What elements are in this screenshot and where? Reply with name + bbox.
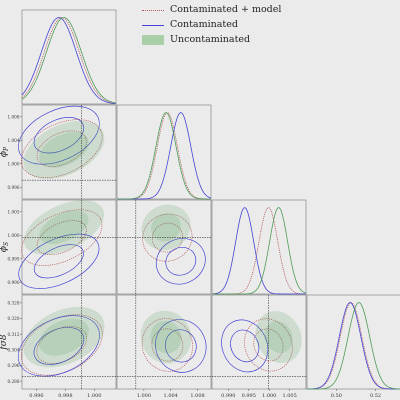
contour-1-alpha-phiP [33,117,84,154]
y-tick-label: 0.312 [8,332,20,337]
contour-1-alpha-phiS [33,244,84,279]
contour-0-phiP-phiS [151,222,183,253]
y-tick-label: 0.304 [8,347,20,352]
y-tick-label: 0.996 [8,185,20,190]
contour-0-phiP-fs8 [141,318,194,372]
x-tick-label: 1.000 [262,393,276,399]
contour-2-alpha-fs8 [23,306,105,368]
x-tick-label: 0.52 [370,393,381,399]
x-tick-label: 0.996 [29,393,43,399]
panel-alpha-alpha [21,9,117,105]
contour-0-phiS-fs8 [244,318,293,372]
marginal-1-alpha [21,17,117,105]
contour-0-alpha-phiP [36,130,87,167]
contour-2-alpha-fs8 [39,318,89,356]
contour-0-phiS-fs8 [253,328,284,362]
contour-2-alpha-phiS [23,200,105,255]
panel-phiP-phiP [116,104,212,200]
x-tick-label: 1.000 [87,393,101,399]
legend: Contaminated + model Contaminated Uncont… [142,2,281,48]
marginal-2-phiP [117,112,212,200]
y-tick-label: 1.005 [8,209,20,214]
y-axis-label: fσ8 [0,334,9,350]
contour-2-phiP-fs8 [140,310,192,364]
x-tick-label: 0.990 [221,393,235,399]
x-tick-label: 1.008 [190,393,204,399]
x-tick-label: 1.000 [137,393,151,399]
y-tick-label: 0.995 [8,256,20,261]
contour-1-alpha-fs8 [17,315,100,377]
y-tick-label: 1.000 [8,233,20,238]
panel-phiS-phiS [211,199,307,295]
contour-1-phiP-phiS [165,246,197,276]
legend-swatch-contaminated [142,20,164,30]
contour-1-alpha-fs8 [33,327,85,365]
y-tick-label: 0.990 [8,280,20,285]
contour-2-phiP-fs8 [150,320,182,354]
contour-1-phiP-phiS [155,238,206,285]
y-tick-label: 0.320 [8,316,20,321]
contour-0-alpha-phiS [36,220,87,256]
marginal-2-alpha [21,17,117,104]
x-tick-label: 0.995 [242,393,256,399]
legend-item-contaminated-model: Contaminated + model [142,2,281,17]
y-axis-label: ϕS [0,242,10,252]
contour-2-phiS-fs8 [264,321,293,354]
contour-1-phiP-fs8 [155,319,207,373]
panel-fs8-fs8 [306,294,400,390]
y-tick-label: 1.004 [8,138,20,143]
contour-2-alpha-phiP [23,120,105,180]
legend-label: Contaminated [170,19,238,30]
contour-0-alpha-phiP [21,119,103,179]
y-tick-label: 0.328 [8,300,20,305]
legend-swatch-contaminated-model [142,5,164,15]
contour-1-phiS-fs8 [221,319,269,373]
x-tick-label: 0.50 [331,393,342,399]
contour-1-alpha-phiP [18,105,100,165]
y-tick-label: 1.008 [8,114,20,119]
contour-0-phiP-phiS [142,213,193,262]
legend-label: Uncontaminated [170,34,251,45]
contour-2-alpha-phiP [39,132,89,168]
marginal-0-alpha [21,17,117,104]
y-tick-label: 0.296 [8,363,20,368]
y-tick-label: 1.000 [8,161,20,166]
legend-label: Contaminated + model [170,4,282,15]
legend-item-uncontaminated: Uncontaminated [142,32,250,47]
contour-1-alpha-phiS [18,233,100,289]
contour-1-phiP-fs8 [164,329,197,363]
contour-2-phiS-fs8 [255,311,302,364]
contour-2-phiP-phiS [141,204,191,251]
contour-2-phiP-phiS [150,213,182,242]
contour-2-alpha-phiS [39,210,89,245]
x-tick-label: 0.998 [58,393,72,399]
y-axis-label: ϕP [0,146,10,157]
panel-phiS-fs8 [211,294,307,390]
marginal-1-fs8 [306,302,400,390]
x-tick-label: 1.005 [282,393,296,399]
contour-0-alpha-phiS [21,209,103,266]
y-tick-label: 0.288 [8,379,20,384]
panel-alpha-phiS [21,199,117,295]
legend-swatch-uncontaminated [142,34,164,45]
contour-1-phiS-fs8 [230,329,260,363]
legend-item-contaminated: Contaminated [142,17,250,32]
marginal-1-phiS [211,207,306,295]
x-tick-label: 1.004 [164,393,178,399]
marginal-2-phiS [212,207,307,295]
marginal-2-fs8 [307,302,400,390]
